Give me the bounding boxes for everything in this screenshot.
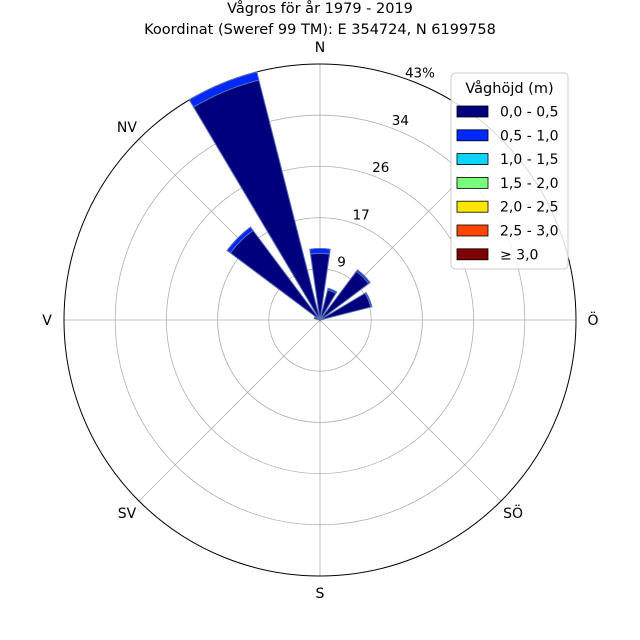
legend-label: 0,5 - 1,0 [500,128,558,144]
radial-tick-labels: 9 17 26 34 43% [337,65,435,270]
direction-label: S [316,586,325,602]
legend-title: Våghöjd (m) [465,80,553,97]
rose-bar-337.5-bin-1 [188,71,260,108]
legend-box [450,72,569,270]
legend-label: 2,5 - 3,0 [500,224,558,240]
direction-label: N [315,40,325,56]
rose-bar-22.5-bin-1 [327,287,338,295]
chart-subtitle: Koordinat (Sweref 99 TM): E 354724, N 61… [144,22,496,38]
direction-label: Ö [587,311,598,329]
grid-spoke [138,319,321,502]
legend-label: ≥ 3,0 [500,247,538,263]
direction-label: SÖ [503,504,523,522]
legend-swatch [456,248,489,261]
rose-bar-45-bin-1 [355,269,371,285]
radial-tick-label: 9 [337,255,346,271]
legend-label: 2,0 - 2,5 [500,200,558,216]
legend: Våghöjd (m) 0,0 - 0,5 0,5 - 1,0 1,0 - 1,5 1,… [450,72,569,270]
legend-label: 0,0 - 0,5 [500,105,558,121]
legend-swatch [456,129,489,142]
direction-label: SV [118,506,137,522]
direction-labels: N Ö SÖ S SV V NV [42,40,598,602]
polar-frame [63,63,577,577]
legend-swatch [456,105,489,118]
grid-spoke [319,319,502,502]
rose-bars [188,71,373,322]
legend-label: 1,5 - 2,0 [500,176,558,192]
rose-bar-67.5-bin-1 [364,291,373,308]
direction-label: V [42,313,52,329]
rose-bar-0-bin-1 [309,248,331,255]
radial-tick-label: 43% [405,65,435,81]
radial-tick-label: 26 [372,160,389,176]
rose-bar-0-bin-0 [309,252,331,321]
legend-swatch [456,200,489,213]
direction-label: NV [117,120,137,136]
legend-swatch [456,224,489,237]
legend-swatch [456,153,489,166]
legend-swatch [456,176,489,189]
radial-tick-label: 34 [392,113,409,129]
chart-title: Vågros för år 1979 - 2019 [227,0,413,17]
radial-tick-label: 17 [353,207,370,223]
rose-bar-315-bin-1 [226,226,254,254]
legend-label: 1,0 - 1,5 [500,152,558,168]
